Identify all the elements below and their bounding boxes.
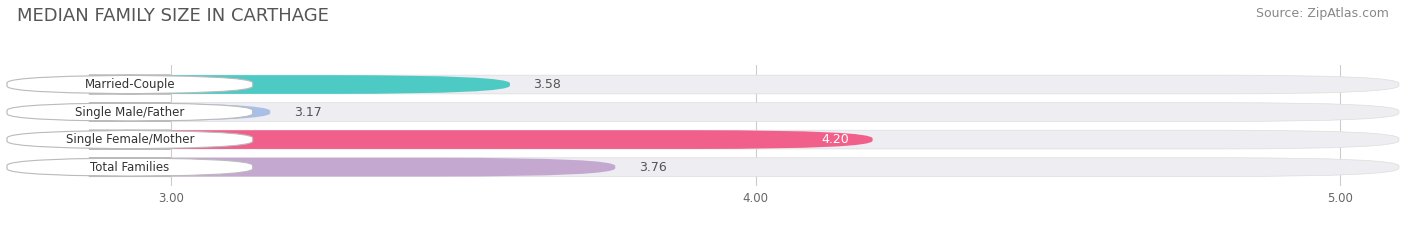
FancyBboxPatch shape [7,130,253,149]
Text: Married-Couple: Married-Couple [84,78,176,91]
FancyBboxPatch shape [7,75,510,94]
FancyBboxPatch shape [7,158,1399,176]
FancyBboxPatch shape [7,103,253,121]
FancyBboxPatch shape [7,75,1399,94]
Text: Source: ZipAtlas.com: Source: ZipAtlas.com [1256,7,1389,20]
Text: Total Families: Total Families [90,161,170,174]
FancyBboxPatch shape [7,103,1399,121]
Text: 3.58: 3.58 [533,78,561,91]
Text: 3.17: 3.17 [294,106,322,119]
FancyBboxPatch shape [7,130,1399,149]
FancyBboxPatch shape [7,103,270,121]
FancyBboxPatch shape [7,158,253,176]
Text: Single Male/Father: Single Male/Father [75,106,184,119]
Text: 3.76: 3.76 [638,161,666,174]
FancyBboxPatch shape [7,130,873,149]
Text: Single Female/Mother: Single Female/Mother [66,133,194,146]
FancyBboxPatch shape [7,75,253,94]
FancyBboxPatch shape [7,158,616,176]
Text: 4.20: 4.20 [821,133,849,146]
Text: MEDIAN FAMILY SIZE IN CARTHAGE: MEDIAN FAMILY SIZE IN CARTHAGE [17,7,329,25]
